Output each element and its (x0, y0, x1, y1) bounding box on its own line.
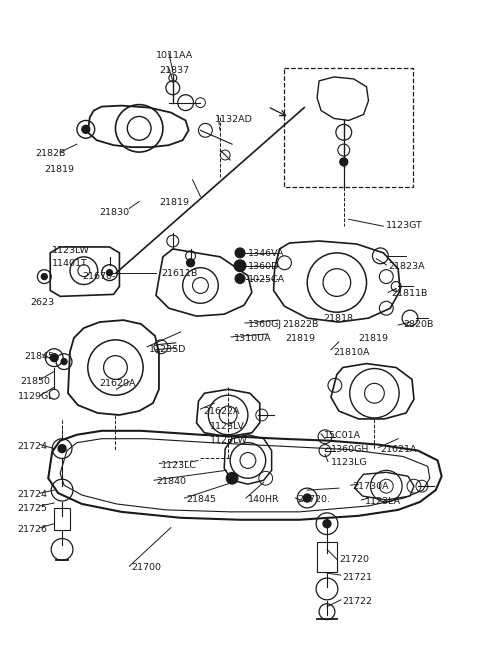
Text: 1123LG: 1123LG (331, 459, 368, 468)
Circle shape (226, 472, 238, 484)
Text: 1123SD: 1123SD (149, 345, 186, 354)
Text: 21724: 21724 (18, 442, 48, 451)
Text: 21730A: 21730A (353, 482, 389, 491)
Text: 21720: 21720 (339, 555, 369, 564)
Text: 1132AD: 1132AD (216, 114, 253, 124)
Text: 1360GH: 1360GH (331, 445, 369, 453)
Text: 1360D: 1360D (248, 261, 279, 271)
Circle shape (41, 274, 47, 280)
Bar (54, 508, 70, 530)
Text: 21819: 21819 (286, 334, 315, 343)
Circle shape (107, 269, 112, 276)
Text: 1346VA: 1346VA (248, 249, 285, 258)
Text: 21818: 21818 (323, 314, 353, 323)
Text: 1011AA: 1011AA (156, 51, 193, 60)
Text: 21611B: 21611B (161, 269, 197, 278)
Circle shape (303, 494, 311, 502)
Text: 21811B: 21811B (391, 290, 428, 298)
Text: 21622A: 21622A (204, 407, 240, 416)
Bar (317, 543, 337, 572)
Text: 21621A: 21621A (380, 445, 417, 453)
Text: 21845: 21845 (24, 351, 55, 361)
Bar (285, 68, 413, 187)
Text: 21620A: 21620A (100, 379, 136, 388)
Text: 21810A: 21810A (333, 348, 370, 357)
Text: 1025CA: 1025CA (248, 275, 285, 284)
Circle shape (235, 274, 245, 284)
Circle shape (187, 259, 194, 267)
Circle shape (58, 445, 66, 453)
Text: 140HR: 140HR (248, 495, 279, 504)
Text: 21721: 21721 (343, 573, 373, 582)
Text: 1123LW: 1123LW (52, 246, 90, 255)
Text: 21823A: 21823A (388, 261, 425, 271)
Text: 1123LV: 1123LV (210, 422, 245, 431)
Text: 21845: 21845 (187, 495, 216, 504)
Text: 21726: 21726 (18, 525, 48, 533)
Circle shape (61, 359, 67, 365)
Text: 21819: 21819 (359, 334, 389, 343)
Text: 21720.: 21720. (297, 495, 330, 504)
Text: 21670-: 21670- (82, 271, 115, 281)
Text: 1123LC: 1123LC (161, 461, 197, 470)
Text: 21822B: 21822B (283, 320, 319, 329)
Text: 1123LW: 1123LW (210, 436, 248, 445)
Circle shape (323, 520, 331, 528)
Circle shape (235, 248, 245, 258)
Text: 11401T: 11401T (52, 259, 88, 268)
Text: 15C01A: 15C01A (324, 431, 361, 440)
Text: 2182B: 2182B (36, 149, 66, 158)
Circle shape (234, 260, 246, 271)
Text: 21850: 21850 (21, 377, 50, 386)
Text: 2820B: 2820B (403, 320, 433, 329)
Circle shape (82, 125, 90, 133)
Circle shape (50, 353, 58, 361)
Text: 21722: 21722 (343, 597, 373, 606)
Text: 21819: 21819 (159, 198, 189, 206)
Text: 21724: 21724 (18, 490, 48, 499)
Circle shape (340, 158, 348, 166)
Text: 1123LA: 1123LA (364, 497, 401, 506)
Text: 21837: 21837 (159, 66, 189, 75)
Text: 21700: 21700 (131, 563, 161, 572)
Text: 21725: 21725 (18, 504, 48, 513)
Text: 21840: 21840 (156, 477, 186, 486)
Text: 21830: 21830 (100, 208, 130, 217)
Text: 1123GT: 1123GT (386, 221, 423, 230)
Text: 2623: 2623 (30, 298, 55, 307)
Text: 1360GJ: 1360GJ (248, 320, 282, 329)
Text: 21819: 21819 (44, 165, 74, 174)
Text: 1129GL: 1129GL (18, 392, 54, 401)
Text: 1310UA: 1310UA (234, 334, 272, 343)
